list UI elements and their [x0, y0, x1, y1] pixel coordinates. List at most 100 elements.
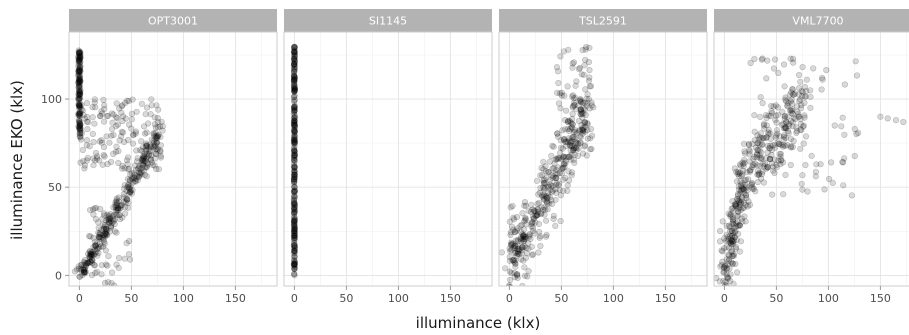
- data-point: [125, 154, 132, 161]
- data-point: [132, 128, 140, 135]
- data-point: [569, 134, 576, 141]
- data-point: [291, 117, 298, 124]
- data-point: [130, 179, 137, 186]
- data-point: [781, 113, 789, 120]
- data-point: [291, 114, 298, 121]
- data-point: [577, 98, 584, 105]
- data-point: [751, 153, 758, 160]
- data-point: [725, 252, 733, 259]
- data-point: [584, 99, 591, 107]
- data-point: [564, 119, 572, 126]
- data-point: [541, 193, 548, 200]
- data-point: [541, 196, 548, 203]
- data-point: [290, 176, 298, 183]
- data-point: [291, 221, 298, 228]
- data-point: [139, 161, 146, 168]
- data-point: [775, 157, 782, 164]
- data-point: [76, 119, 83, 127]
- data-point: [76, 119, 83, 127]
- data-point: [291, 55, 298, 62]
- data-point: [781, 83, 788, 90]
- data-point: [76, 126, 83, 133]
- data-point: [742, 176, 750, 183]
- data-point: [726, 233, 734, 240]
- data-point: [291, 133, 298, 140]
- data-point: [76, 102, 83, 109]
- data-point: [763, 114, 770, 122]
- data-point: [507, 229, 515, 236]
- data-point: [110, 216, 117, 223]
- data-point: [290, 136, 298, 143]
- data-point: [291, 175, 298, 183]
- data-point: [118, 202, 126, 209]
- data-point: [749, 184, 756, 191]
- data-point: [509, 306, 515, 312]
- data-point: [125, 136, 132, 144]
- data-point: [291, 183, 298, 191]
- data-point: [741, 186, 748, 193]
- data-point: [568, 142, 576, 149]
- data-point: [103, 231, 110, 238]
- data-point: [514, 245, 521, 252]
- data-point: [796, 97, 803, 105]
- data-point: [290, 250, 298, 257]
- data-point: [754, 147, 762, 154]
- data-point: [138, 160, 145, 167]
- data-point: [132, 130, 139, 137]
- data-point: [745, 140, 752, 147]
- data-point: [101, 102, 108, 109]
- data-point: [291, 225, 298, 232]
- data-point: [520, 226, 528, 233]
- data-point: [554, 133, 562, 140]
- data-point: [92, 149, 100, 157]
- data-point: [560, 187, 567, 194]
- data-point: [76, 123, 84, 130]
- data-point: [569, 110, 576, 118]
- data-point: [112, 148, 120, 155]
- y-tick-label: 50: [48, 181, 62, 194]
- data-point: [146, 148, 153, 155]
- data-point: [291, 183, 298, 190]
- data-point: [291, 228, 298, 235]
- data-point: [129, 176, 136, 183]
- data-point: [759, 168, 766, 175]
- data-point: [291, 82, 298, 89]
- data-point: [142, 164, 149, 171]
- data-point: [290, 204, 298, 211]
- data-point: [291, 139, 298, 146]
- data-point: [96, 229, 103, 236]
- data-point: [573, 146, 580, 153]
- data-point: [291, 45, 298, 52]
- data-point: [76, 111, 83, 119]
- data-point: [536, 189, 543, 196]
- data-point: [291, 128, 298, 136]
- data-point: [122, 204, 129, 211]
- data-point: [569, 92, 577, 99]
- data-point: [77, 133, 84, 140]
- data-point: [142, 155, 150, 162]
- data-point: [772, 116, 779, 123]
- data-point: [137, 169, 144, 177]
- data-point: [141, 123, 148, 130]
- data-point: [90, 155, 97, 162]
- data-point: [559, 166, 566, 173]
- data-point: [797, 126, 804, 133]
- data-point: [536, 234, 543, 241]
- data-point: [507, 241, 515, 248]
- data-point: [291, 242, 299, 249]
- data-point: [102, 225, 110, 232]
- data-point: [75, 69, 82, 77]
- data-point: [291, 261, 298, 268]
- data-point: [100, 96, 107, 103]
- data-point: [290, 80, 298, 87]
- data-point: [742, 218, 749, 225]
- data-point: [117, 204, 124, 211]
- data-point: [120, 191, 128, 198]
- data-point: [799, 172, 806, 179]
- data-point: [567, 147, 574, 154]
- data-point: [75, 67, 82, 74]
- data-point: [75, 263, 82, 270]
- data-point: [719, 248, 726, 255]
- x-tick-label: 50: [554, 292, 568, 305]
- data-point: [75, 60, 82, 68]
